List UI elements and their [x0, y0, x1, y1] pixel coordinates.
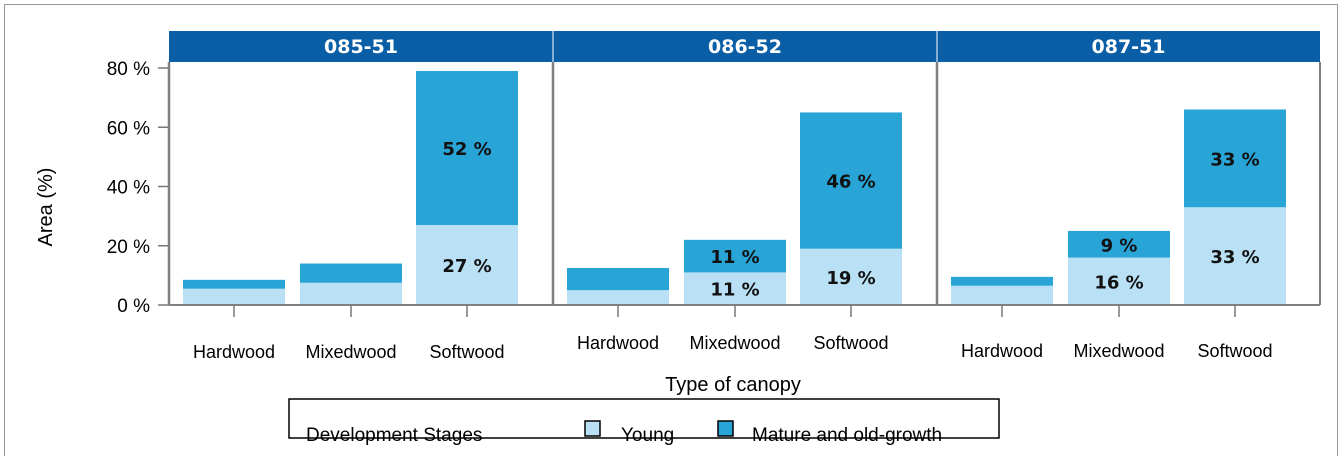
x-axis-label: Type of canopy: [665, 374, 801, 396]
panel-title: 087-51: [1092, 36, 1166, 58]
bar-mature: [1068, 230, 1170, 258]
bar-mature: [183, 279, 285, 289]
legend-title: Development Stages: [306, 425, 482, 446]
bar-young: [951, 285, 1053, 305]
chart-frame: [4, 4, 1338, 456]
category-label: Softwood: [1197, 341, 1272, 361]
data-label-young: 19 %: [826, 268, 875, 289]
panel-header: [553, 31, 937, 62]
data-label-mature: 9 %: [1101, 235, 1138, 256]
legend-label-mature: Mature and old-growth: [752, 425, 942, 446]
y-tick-label: 60 %: [107, 118, 150, 139]
category-label: Hardwood: [961, 341, 1043, 361]
y-tick-label: 80 %: [107, 59, 150, 80]
bar-mature: [951, 276, 1053, 286]
bar-mature: [684, 239, 786, 273]
data-label-young: 11 %: [710, 280, 759, 301]
category-label: Hardwood: [193, 342, 275, 362]
legend-label-young: Young: [621, 425, 674, 446]
bar-mature: [1184, 109, 1286, 208]
category-label: Mixedwood: [1073, 341, 1164, 361]
data-label-mature: 52 %: [442, 139, 491, 160]
data-label-mature: 11 %: [710, 247, 759, 268]
panel-header: [169, 31, 553, 62]
data-label-mature: 33 %: [1210, 149, 1259, 170]
data-label-young: 33 %: [1210, 247, 1259, 268]
legend: Development Stages Young Mature and old-…: [288, 398, 1000, 446]
data-label-mature: 46 %: [826, 172, 875, 193]
y-axis-label: Area (%): [35, 168, 57, 247]
bar-young: [1184, 207, 1286, 305]
panel-header: [937, 31, 1320, 62]
panel-title: 086-52: [708, 36, 782, 58]
bar-young: [1068, 257, 1170, 305]
panel-title: 085-51: [324, 36, 398, 58]
bar-mature: [800, 112, 902, 249]
bar-young: [300, 282, 402, 305]
legend-swatch-young: [584, 420, 601, 437]
y-tick-label: 0 %: [117, 296, 150, 317]
y-tick-label: 40 %: [107, 178, 150, 199]
legend-swatch-mature: [717, 420, 734, 437]
category-label: Hardwood: [577, 333, 659, 353]
data-label-young: 16 %: [1094, 272, 1143, 293]
y-tick-label: 20 %: [107, 237, 150, 258]
bar-young: [183, 288, 285, 305]
category-label: Mixedwood: [305, 342, 396, 362]
bar-young: [567, 290, 669, 305]
category-label: Mixedwood: [689, 333, 780, 353]
bar-mature: [416, 70, 518, 226]
bar-mature: [567, 267, 669, 291]
bar-mature: [300, 263, 402, 283]
category-label: Softwood: [813, 333, 888, 353]
bar-young: [416, 225, 518, 305]
bar-young: [684, 272, 786, 305]
data-label-young: 27 %: [442, 256, 491, 277]
category-label: Softwood: [429, 342, 504, 362]
bar-young: [800, 248, 902, 305]
